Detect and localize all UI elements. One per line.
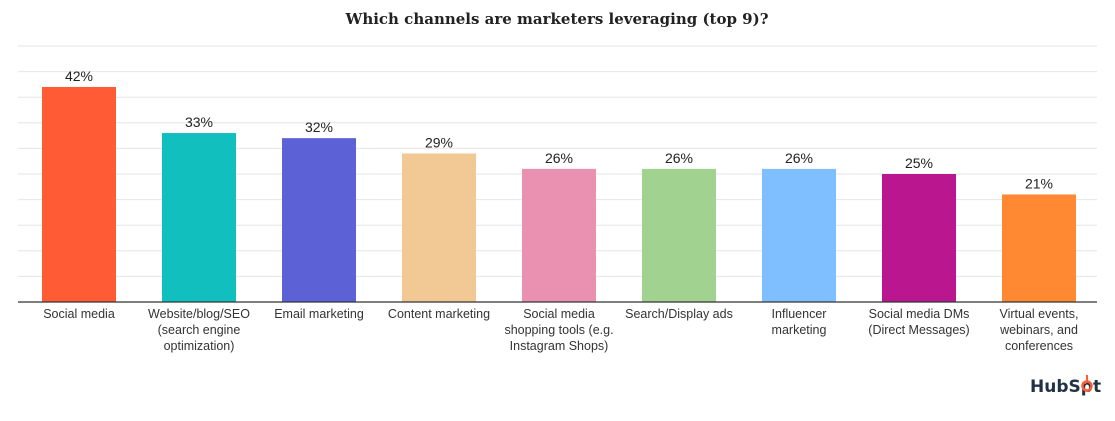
category-label-line: Influencer	[772, 307, 827, 321]
category-label-line: Instagram Shops)	[510, 339, 609, 353]
value-label: 33%	[185, 114, 213, 130]
category-label-line: Social media	[43, 307, 115, 321]
category-label-line: Search/Display ads	[625, 307, 733, 321]
bar	[42, 86, 116, 303]
value-label: 42%	[65, 68, 93, 84]
hubspot-logo-t: t	[1093, 377, 1101, 397]
category-label: Social media	[43, 307, 115, 321]
category-label-line: optimization)	[164, 339, 235, 353]
bar	[402, 153, 476, 302]
category-label: Content marketing	[388, 307, 490, 321]
category-label: Email marketing	[274, 307, 364, 321]
bar	[1002, 194, 1076, 302]
value-label: 32%	[305, 119, 333, 135]
value-label: 21%	[1025, 175, 1053, 191]
value-label: 29%	[425, 135, 453, 151]
category-label: Virtual events, webinars, and conferences	[999, 307, 1078, 353]
category-label-line: conferences	[1005, 339, 1073, 353]
value-label: 26%	[785, 150, 813, 166]
category-label: Influencer marketing	[772, 307, 827, 337]
category-label-line: shopping tools (e.g.	[504, 323, 613, 337]
bar	[162, 133, 236, 302]
value-label: 26%	[665, 150, 693, 166]
category-label-line: Social media	[523, 307, 595, 321]
bars	[42, 86, 1076, 303]
category-label-line: Email marketing	[274, 307, 364, 321]
category-label-line: marketing	[772, 323, 827, 337]
category-label: Website/blog/SEO (search engine optimizati…	[148, 307, 250, 353]
category-label-line: Virtual events,	[1000, 307, 1079, 321]
category-label-line: (search engine	[158, 323, 241, 337]
sprocket-icon	[1081, 380, 1093, 392]
bar	[642, 168, 716, 302]
bar	[762, 168, 836, 302]
category-label-line: Website/blog/SEO	[148, 307, 250, 321]
hubspot-logo: HubSp t	[1030, 375, 1101, 397]
value-labels: 42% 33% 32% 29% 26% 26% 26% 25% 21%	[65, 68, 1053, 192]
bar	[522, 168, 596, 302]
category-label: Social media DMs (Direct Messages)	[868, 307, 969, 337]
category-label-line: webinars, and	[999, 323, 1078, 337]
bar	[282, 138, 356, 302]
value-label: 25%	[905, 155, 933, 171]
category-label-line: Content marketing	[388, 307, 490, 321]
category-label: Search/Display ads	[625, 307, 733, 321]
chart-title: Which channels are marketers leveraging …	[344, 10, 768, 28]
category-label-line: (Direct Messages)	[868, 323, 969, 337]
category-label: Social media shopping tools (e.g. Instagra…	[504, 307, 613, 353]
hubspot-logo-text: HubSp	[1030, 377, 1093, 397]
bar	[882, 174, 956, 302]
value-label: 26%	[545, 150, 573, 166]
category-labels: Social media Website/blog/SEO (search engi…	[43, 307, 1078, 353]
category-label-line: Social media DMs	[869, 307, 970, 321]
